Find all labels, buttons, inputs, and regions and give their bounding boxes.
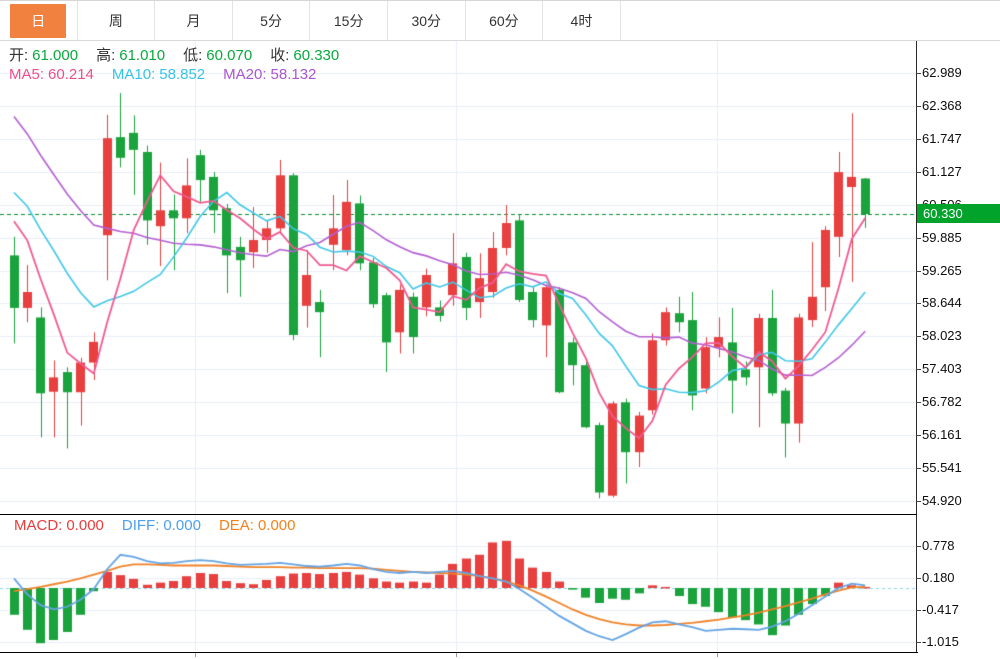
price-axis-label: 56.161	[916, 427, 962, 443]
price-axis-label: 58.023	[916, 328, 962, 344]
macd-legend-macd: MACD: 0.000	[14, 517, 104, 534]
tab-day[interactable]: 日	[0, 1, 78, 40]
price-axis-label: 56.782	[916, 394, 962, 410]
ohlc-legend-open: 开: 61.000	[9, 47, 79, 64]
macd-legend-diff: DIFF: 0.000	[121, 517, 201, 534]
bottom-axis-tick	[195, 653, 196, 657]
price-axis-label: 62.989	[916, 65, 962, 80]
price-axis-line	[916, 41, 917, 652]
panel-divider	[0, 514, 917, 515]
tab-4hour[interactable]: 4时	[543, 1, 621, 40]
ohlc-legend-high: 高: 61.010	[96, 47, 166, 64]
bottom-axis-tick	[717, 653, 718, 657]
price-axis-label: 61.747	[916, 130, 962, 146]
current-price-badge: 60.330	[917, 204, 1000, 223]
tab-60min[interactable]: 60分	[466, 1, 544, 40]
bottom-axis-line	[0, 652, 918, 653]
ma-legend-ma5: MA5: 60.214	[9, 66, 94, 83]
tab-30min[interactable]: 30分	[388, 1, 466, 40]
timeframe-tab-bar: 日周月 5分 15分 30分 60分 4时	[0, 0, 1000, 41]
macd-legend-dea: DEA: 0.000	[218, 517, 296, 534]
price-axis-label: 61.127	[916, 163, 962, 179]
price-axis-label: 62.368	[916, 97, 962, 113]
tab-15min[interactable]: 15分	[310, 1, 388, 40]
ohlc-legend: 开: 61.000 高: 61.010 低: 60.070 收: 60.330	[9, 44, 357, 65]
ma-legend-ma10: MA10: 58.852	[111, 66, 206, 83]
tab-5min[interactable]: 5分	[233, 1, 311, 40]
macd-axis-label: -1.015	[916, 634, 959, 650]
tab-week[interactable]: 周	[78, 1, 156, 40]
macd-axis-label: 0.180	[916, 570, 955, 586]
ohlc-legend-low: 低: 60.070	[183, 47, 253, 64]
ma-legend: MA5: 60.214 MA10: 58.852 MA20: 58.132	[9, 66, 334, 83]
price-axis-label: 55.541	[916, 460, 962, 476]
main-candlestick-chart[interactable]	[0, 41, 917, 514]
bottom-axis-tick	[456, 653, 457, 657]
price-axis-label: 59.885	[916, 229, 962, 245]
price-axis-label: 54.920	[916, 492, 962, 508]
macd-legend: MACD: 0.000 DIFF: 0.000 DEA: 0.000	[14, 517, 314, 534]
price-axis-label: 58.644	[916, 295, 962, 311]
macd-indicator-chart[interactable]	[0, 514, 917, 652]
macd-axis-label: -0.417	[916, 602, 959, 618]
price-axis-label: 57.403	[916, 361, 962, 377]
ohlc-legend-close: 收: 60.330	[270, 47, 340, 64]
tab-month[interactable]: 月	[155, 1, 233, 40]
macd-axis-label: 0.778	[916, 538, 955, 554]
ma-legend-ma20: MA20: 58.132	[223, 66, 317, 83]
price-axis-label: 59.265	[916, 262, 962, 278]
